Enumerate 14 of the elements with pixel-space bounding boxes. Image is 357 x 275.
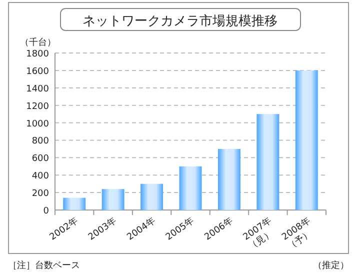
y-tick-label: 1000 <box>26 119 50 130</box>
y-tick-label: 1400 <box>26 84 50 94</box>
chart-title: ネットワークカメラ市場規模推移 <box>82 14 278 29</box>
text: （推定） <box>313 260 349 271</box>
y-axis-title: （千台） <box>20 37 56 48</box>
y-tick-label: 800 <box>32 136 50 147</box>
y-tick-label: 1200 <box>26 102 50 112</box>
y-tick-label: 0 <box>43 206 50 216</box>
y-tick-label: 400 <box>32 172 50 182</box>
y-tick-label: 1800 <box>26 50 50 60</box>
y-tick-label: 600 <box>32 154 50 164</box>
y-tick-label: 1600 <box>26 66 50 77</box>
y-tick-label: 200 <box>32 189 50 200</box>
text: ［注］台数ベース <box>8 260 80 271</box>
